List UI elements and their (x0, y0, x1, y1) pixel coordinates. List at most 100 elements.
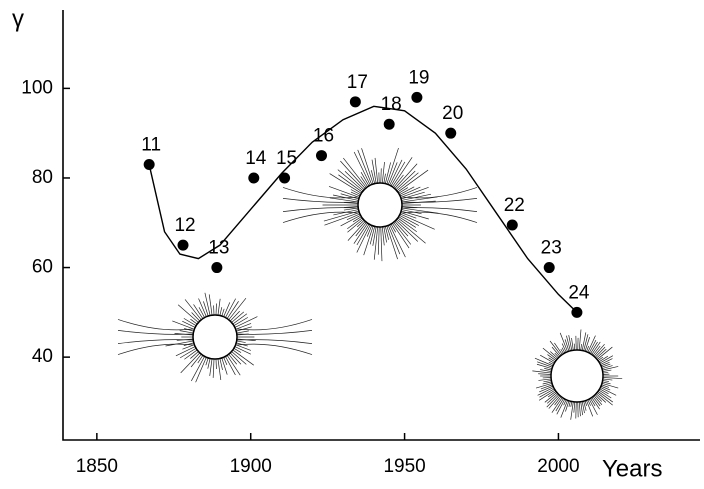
corona-ray (231, 311, 245, 323)
corona-ray (601, 365, 613, 370)
corona-streamer (236, 339, 313, 344)
corona-ray (548, 357, 556, 363)
corona-ray (372, 226, 377, 246)
data-point (445, 127, 457, 139)
corona-ray (340, 160, 366, 189)
corona-ray (183, 342, 194, 346)
corona-ray (401, 207, 439, 214)
corona-ray (554, 396, 562, 406)
corona-ray (543, 380, 552, 383)
corona-ray (540, 369, 552, 372)
y-axis-label: γ (12, 5, 24, 32)
corona-ray (561, 343, 567, 353)
corona-ray (566, 335, 571, 351)
corona-ray (184, 349, 198, 360)
corona-ray (353, 151, 371, 186)
corona-ray (602, 377, 623, 379)
corona-ray (588, 339, 597, 354)
corona-ray (601, 382, 619, 389)
corona-ray (602, 378, 613, 381)
corona-ray (535, 382, 553, 389)
x-axis-label: Years (602, 455, 663, 482)
data-point (211, 262, 223, 274)
corona-ray (570, 401, 573, 407)
corona-ray (551, 346, 561, 357)
corona-ray (353, 223, 368, 244)
corona-ray (598, 355, 609, 363)
corona-ray (235, 323, 252, 330)
corona-ray (590, 398, 596, 407)
corona-ray (346, 213, 361, 221)
corona-ray (581, 401, 585, 414)
corona-ray (232, 313, 248, 325)
corona-ray (546, 393, 559, 404)
corona-ray (329, 197, 359, 203)
corona-ray (394, 221, 409, 237)
corona-ray (581, 332, 587, 351)
corona-ray (370, 170, 376, 184)
data-point (411, 91, 423, 103)
corona-ray (593, 395, 603, 405)
corona-ray (356, 220, 365, 228)
corona-ray (386, 147, 399, 185)
corona-ray (209, 358, 213, 377)
corona-ray (217, 298, 221, 316)
corona-ray (223, 302, 231, 317)
corona-ray (542, 381, 552, 385)
corona-ray (343, 207, 359, 211)
corona-ray (236, 326, 252, 332)
corona-ray (568, 401, 571, 407)
corona-ray (568, 335, 573, 351)
corona-ray (190, 318, 198, 325)
corona-streamer (236, 319, 313, 331)
corona-ray (191, 356, 205, 382)
corona-ray (229, 310, 240, 322)
corona-ray (599, 388, 609, 395)
corona-ray (356, 223, 370, 246)
corona-ray (399, 215, 419, 226)
corona-ray (554, 352, 560, 358)
corona-ray (390, 223, 397, 233)
corona-ray (573, 401, 576, 413)
corona-ray (549, 340, 562, 356)
point-label: 15 (276, 148, 297, 169)
corona-ray (578, 401, 581, 417)
corona-ray (172, 320, 195, 330)
data-point (349, 96, 361, 108)
corona-ray (539, 385, 554, 393)
corona-ray (226, 301, 239, 319)
corona-ray (389, 224, 406, 258)
corona-streamer (117, 339, 194, 344)
corona-ray (377, 226, 380, 255)
corona-ray (599, 355, 614, 364)
corona-ray (598, 389, 612, 399)
corona-ray (236, 330, 249, 334)
corona-ray (190, 351, 199, 359)
corona-ray (534, 357, 554, 367)
corona-streamer (401, 211, 478, 223)
corona-ray (236, 340, 246, 343)
y-tick-label: 60 (32, 257, 53, 278)
corona-ray (597, 356, 604, 362)
corona-ray (182, 320, 196, 328)
corona-ray (399, 213, 435, 230)
corona-ray (387, 225, 401, 255)
y-tick-label: 40 (32, 346, 53, 367)
corona-ray (602, 380, 610, 382)
corona-ray (393, 174, 404, 188)
corona-streamer (117, 319, 194, 331)
corona-ray (595, 393, 607, 403)
corona-ray (570, 401, 574, 420)
corona-streamer (401, 198, 478, 203)
corona-streamer (282, 187, 359, 199)
corona-ray (538, 378, 552, 381)
corona-ray (205, 357, 209, 366)
corona-ray (350, 191, 361, 197)
corona-ray (584, 336, 590, 352)
corona-ray (583, 334, 589, 351)
corona-ray (195, 357, 207, 383)
corona-ray (580, 343, 582, 351)
point-label: 24 (568, 282, 590, 303)
corona-ray (225, 298, 236, 318)
corona-ray (329, 173, 362, 194)
